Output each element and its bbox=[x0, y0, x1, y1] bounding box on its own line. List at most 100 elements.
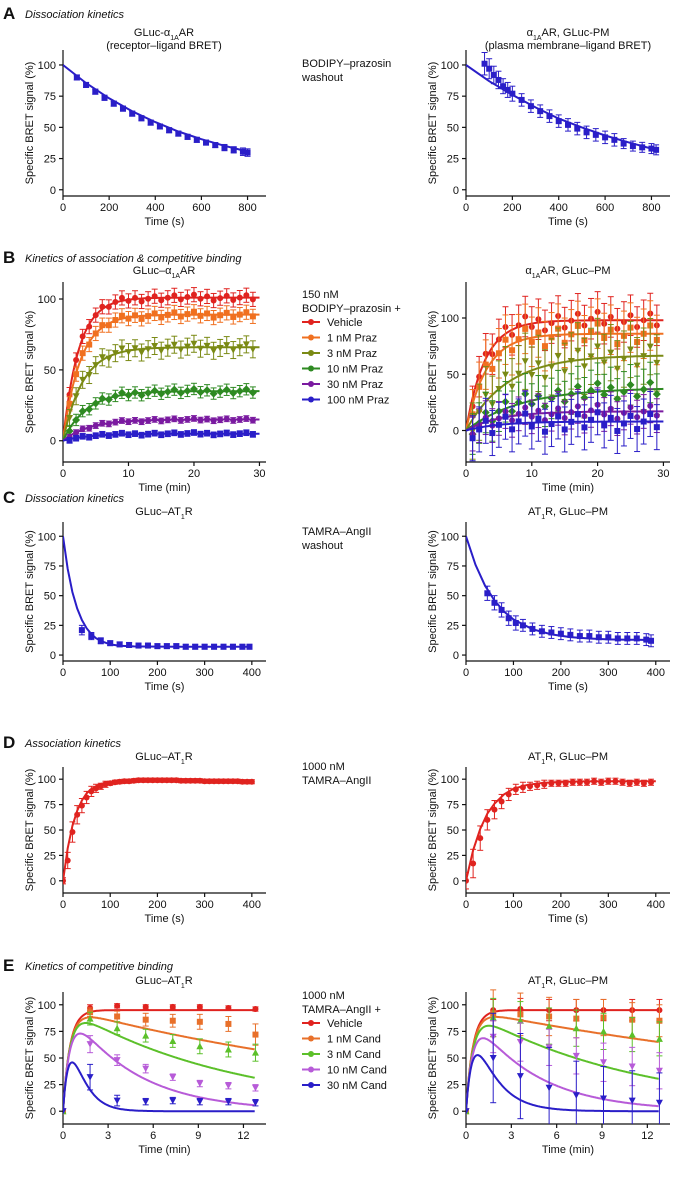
data-point bbox=[107, 780, 114, 787]
legend-marker bbox=[308, 381, 314, 387]
data-point bbox=[159, 777, 166, 784]
data-point bbox=[482, 361, 489, 368]
x-axis-label: Time (s) bbox=[548, 913, 588, 925]
data-point bbox=[249, 346, 257, 353]
data-point bbox=[230, 313, 237, 320]
data-point bbox=[197, 312, 204, 319]
data-point bbox=[72, 415, 81, 424]
x-tick-label: 600 bbox=[596, 202, 614, 214]
data-point bbox=[196, 1003, 203, 1010]
data-point bbox=[86, 425, 93, 432]
data-point bbox=[112, 419, 119, 426]
data-point bbox=[252, 1006, 259, 1013]
data-point bbox=[640, 353, 648, 360]
section-title: Dissociation kinetics bbox=[25, 493, 125, 505]
data-point bbox=[83, 81, 90, 88]
data-point bbox=[509, 426, 516, 433]
data-point bbox=[221, 144, 228, 151]
data-point bbox=[504, 86, 511, 93]
y-tick-label: 50 bbox=[44, 1053, 56, 1065]
data-point bbox=[648, 779, 655, 786]
data-point bbox=[567, 390, 576, 399]
data-point bbox=[557, 630, 564, 637]
fit-line bbox=[466, 1037, 659, 1112]
series bbox=[466, 535, 655, 648]
y-tick-label: 50 bbox=[447, 1053, 459, 1065]
data-point bbox=[114, 1002, 121, 1009]
panel-title: GLuc–AT1R bbox=[135, 506, 193, 521]
data-point bbox=[138, 432, 145, 439]
data-point bbox=[66, 414, 74, 422]
data-point bbox=[239, 148, 246, 155]
data-point bbox=[491, 806, 498, 813]
y-tick-label: 75 bbox=[44, 91, 56, 103]
chart-panel: GLuc–AT1R 0 25 50 75 100 0 3 6 9 12 Time (min) Speci… bbox=[24, 975, 266, 1156]
data-point bbox=[184, 416, 191, 423]
legend-label: 10 nM Cand bbox=[327, 1065, 387, 1077]
data-point bbox=[102, 781, 109, 788]
data-point bbox=[634, 426, 641, 433]
data-point bbox=[118, 417, 125, 424]
data-point bbox=[515, 370, 523, 378]
data-point bbox=[626, 780, 633, 787]
series bbox=[63, 1002, 259, 1115]
data-point bbox=[105, 420, 112, 427]
data-point bbox=[175, 130, 182, 137]
data-point bbox=[611, 136, 618, 143]
data-point bbox=[522, 410, 529, 417]
data-point bbox=[646, 343, 654, 351]
legend-label: 30 nM Praz bbox=[327, 379, 383, 391]
y-axis-label: Specific BRET signal (%) bbox=[24, 997, 36, 1120]
data-point bbox=[252, 1031, 259, 1038]
data-point bbox=[118, 430, 125, 437]
data-point bbox=[594, 409, 601, 416]
x-tick-label: 600 bbox=[192, 202, 210, 214]
data-point bbox=[519, 622, 526, 629]
data-point bbox=[164, 416, 171, 423]
data-point bbox=[158, 297, 165, 304]
data-point bbox=[600, 1027, 608, 1035]
data-point bbox=[135, 642, 142, 649]
data-point bbox=[653, 424, 660, 431]
data-point bbox=[79, 433, 86, 440]
data-point bbox=[222, 385, 231, 394]
x-axis-label: Time (s) bbox=[145, 216, 185, 228]
series bbox=[466, 389, 664, 462]
data-point bbox=[655, 1035, 663, 1042]
data-point bbox=[489, 430, 496, 437]
legend-heading: BODIPY–prazosin + bbox=[302, 303, 401, 315]
data-point bbox=[633, 362, 641, 370]
legend-label: 1 nM Cand bbox=[327, 1034, 381, 1046]
data-point bbox=[592, 131, 599, 138]
data-point bbox=[92, 362, 100, 369]
data-point bbox=[92, 88, 99, 95]
data-point bbox=[142, 1016, 149, 1023]
panel-title: AT1R, GLuc–PM bbox=[528, 506, 608, 521]
data-point bbox=[196, 1080, 204, 1088]
y-axis-label: Specific BRET signal (%) bbox=[427, 311, 439, 434]
series bbox=[466, 1012, 663, 1124]
data-point bbox=[215, 778, 222, 785]
data-point bbox=[110, 100, 117, 107]
data-point bbox=[535, 415, 542, 422]
data-point bbox=[164, 311, 171, 318]
legend-label: 10 nM Praz bbox=[327, 364, 383, 376]
data-point bbox=[235, 387, 244, 396]
data-point bbox=[158, 314, 165, 321]
legend-heading: 150 nM bbox=[302, 289, 339, 301]
data-point bbox=[78, 627, 85, 634]
data-point bbox=[236, 416, 243, 423]
data-point bbox=[243, 415, 250, 422]
fit-line bbox=[63, 1009, 255, 1112]
y-tick-label: 100 bbox=[38, 1000, 56, 1012]
fit-line bbox=[466, 1015, 659, 1112]
y-tick-label: 75 bbox=[447, 800, 459, 812]
data-point bbox=[117, 388, 126, 397]
data-point bbox=[169, 1003, 176, 1010]
data-point bbox=[509, 90, 516, 97]
data-point bbox=[548, 334, 555, 341]
legend-label: Vehicle bbox=[327, 1018, 362, 1030]
data-point bbox=[104, 395, 113, 404]
y-tick-label: 75 bbox=[447, 561, 459, 573]
data-point bbox=[223, 292, 230, 299]
